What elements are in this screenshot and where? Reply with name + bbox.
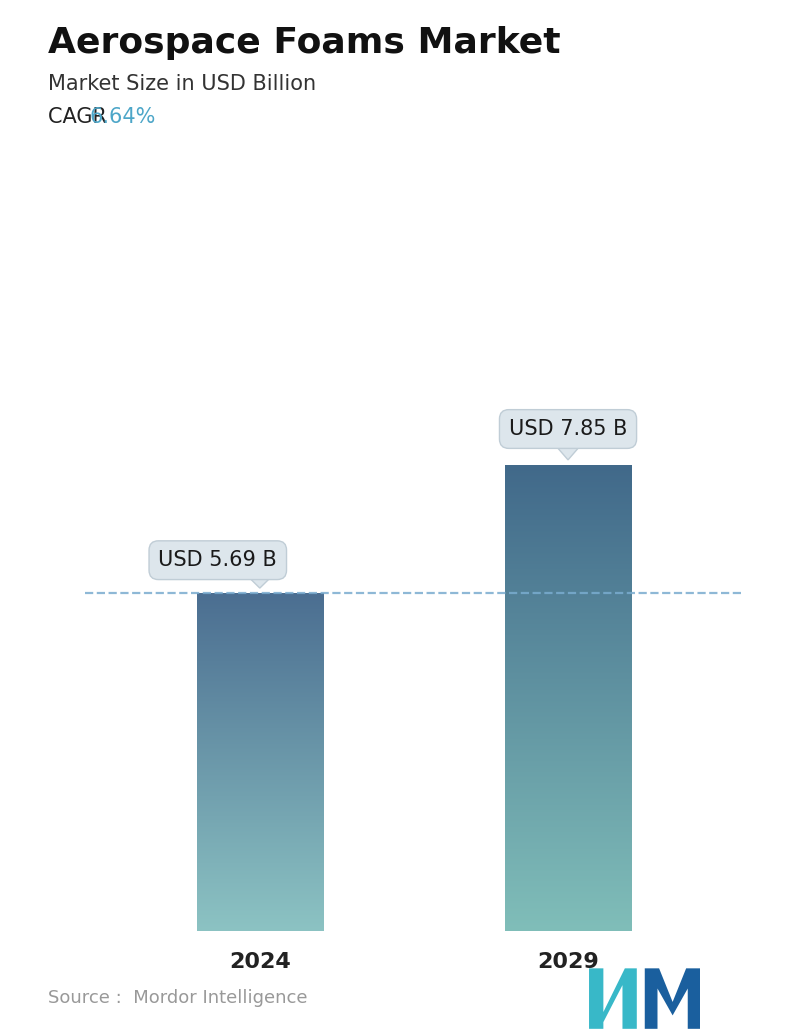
Polygon shape	[589, 968, 637, 1029]
Text: Aerospace Foams Market: Aerospace Foams Market	[48, 26, 560, 60]
Text: USD 7.85 B: USD 7.85 B	[509, 419, 627, 439]
Text: CAGR: CAGR	[48, 107, 120, 126]
Polygon shape	[242, 571, 277, 588]
Text: Source :  Mordor Intelligence: Source : Mordor Intelligence	[48, 990, 307, 1007]
Text: Market Size in USD Billion: Market Size in USD Billion	[48, 74, 316, 94]
Text: 6.64%: 6.64%	[90, 107, 156, 126]
Polygon shape	[551, 439, 586, 460]
Polygon shape	[645, 968, 700, 1029]
Text: USD 5.69 B: USD 5.69 B	[158, 550, 277, 570]
